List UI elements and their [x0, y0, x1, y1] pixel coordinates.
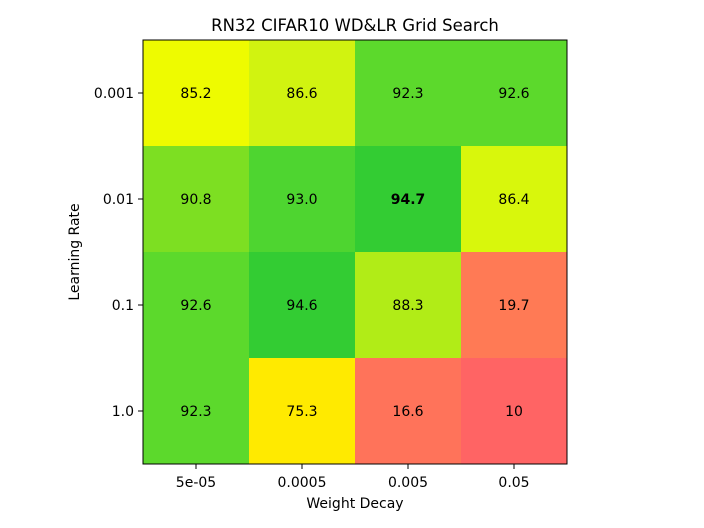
cell-value-label: 92.6	[498, 86, 529, 102]
heatmap-cell	[461, 252, 568, 359]
heatmap-cell	[249, 146, 356, 253]
x-tick-label: 5e-05	[176, 475, 216, 491]
heatmap-cell	[249, 40, 356, 147]
x-tick-label: 0.0005	[278, 475, 327, 491]
chart-title: RN32 CIFAR10 WD&LR Grid Search	[211, 16, 499, 35]
cell-value-label: 92.3	[392, 86, 423, 102]
x-axis-label: Weight Decay	[306, 496, 403, 512]
y-axis-ticks: 0.001 0.01 0.1 1.0	[94, 86, 143, 420]
heatmap-cell	[355, 358, 462, 465]
cell-value-label: 92.3	[180, 404, 211, 420]
x-tick-label: 0.005	[388, 475, 428, 491]
heatmap-cell	[143, 40, 250, 147]
cell-value-label: 88.3	[392, 298, 423, 314]
heatmap-cell	[143, 252, 250, 359]
cell-value-label: 10	[505, 404, 523, 420]
heatmap-cell	[249, 358, 356, 465]
cell-value-label: 75.3	[286, 404, 317, 420]
y-tick-label: 1.0	[112, 404, 134, 420]
cell-value-label: 19.7	[498, 298, 529, 314]
heatmap-cell	[355, 252, 462, 359]
heatmap-cell	[461, 146, 568, 253]
heatmap-cell	[461, 40, 568, 147]
cell-value-label: 90.8	[180, 192, 211, 208]
heatmap-cell	[143, 146, 250, 253]
heatmap-cell	[143, 358, 250, 465]
cell-value-label: 94.6	[286, 298, 317, 314]
y-tick-label: 0.01	[103, 192, 134, 208]
cell-value-label: 86.4	[498, 192, 529, 208]
cell-value-label: 86.6	[286, 86, 317, 102]
cell-value-label: 93.0	[286, 192, 317, 208]
cell-value-label: 85.2	[180, 86, 211, 102]
x-tick-label: 0.05	[498, 475, 529, 491]
heatmap-cell	[249, 252, 356, 359]
cell-value-label: 94.7	[391, 192, 426, 208]
heatmap-cell	[355, 146, 462, 253]
plot-frame	[142, 39, 568, 465]
heatmap-cells: 85.2 86.6 92.3 92.6 90.8 93.0 94.7 86.4 92.6 94.6…	[143, 40, 568, 465]
x-axis-ticks: 5e-05 0.0005 0.005 0.05	[176, 464, 530, 491]
heatmap-cell	[355, 40, 462, 147]
heatmap-cell	[461, 358, 568, 465]
cell-value-label: 16.6	[392, 404, 423, 420]
cell-value-label: 92.6	[180, 298, 211, 314]
y-tick-label: 0.1	[112, 298, 134, 314]
y-tick-label: 0.001	[94, 86, 134, 102]
y-axis-label: Learning Rate	[67, 203, 83, 300]
